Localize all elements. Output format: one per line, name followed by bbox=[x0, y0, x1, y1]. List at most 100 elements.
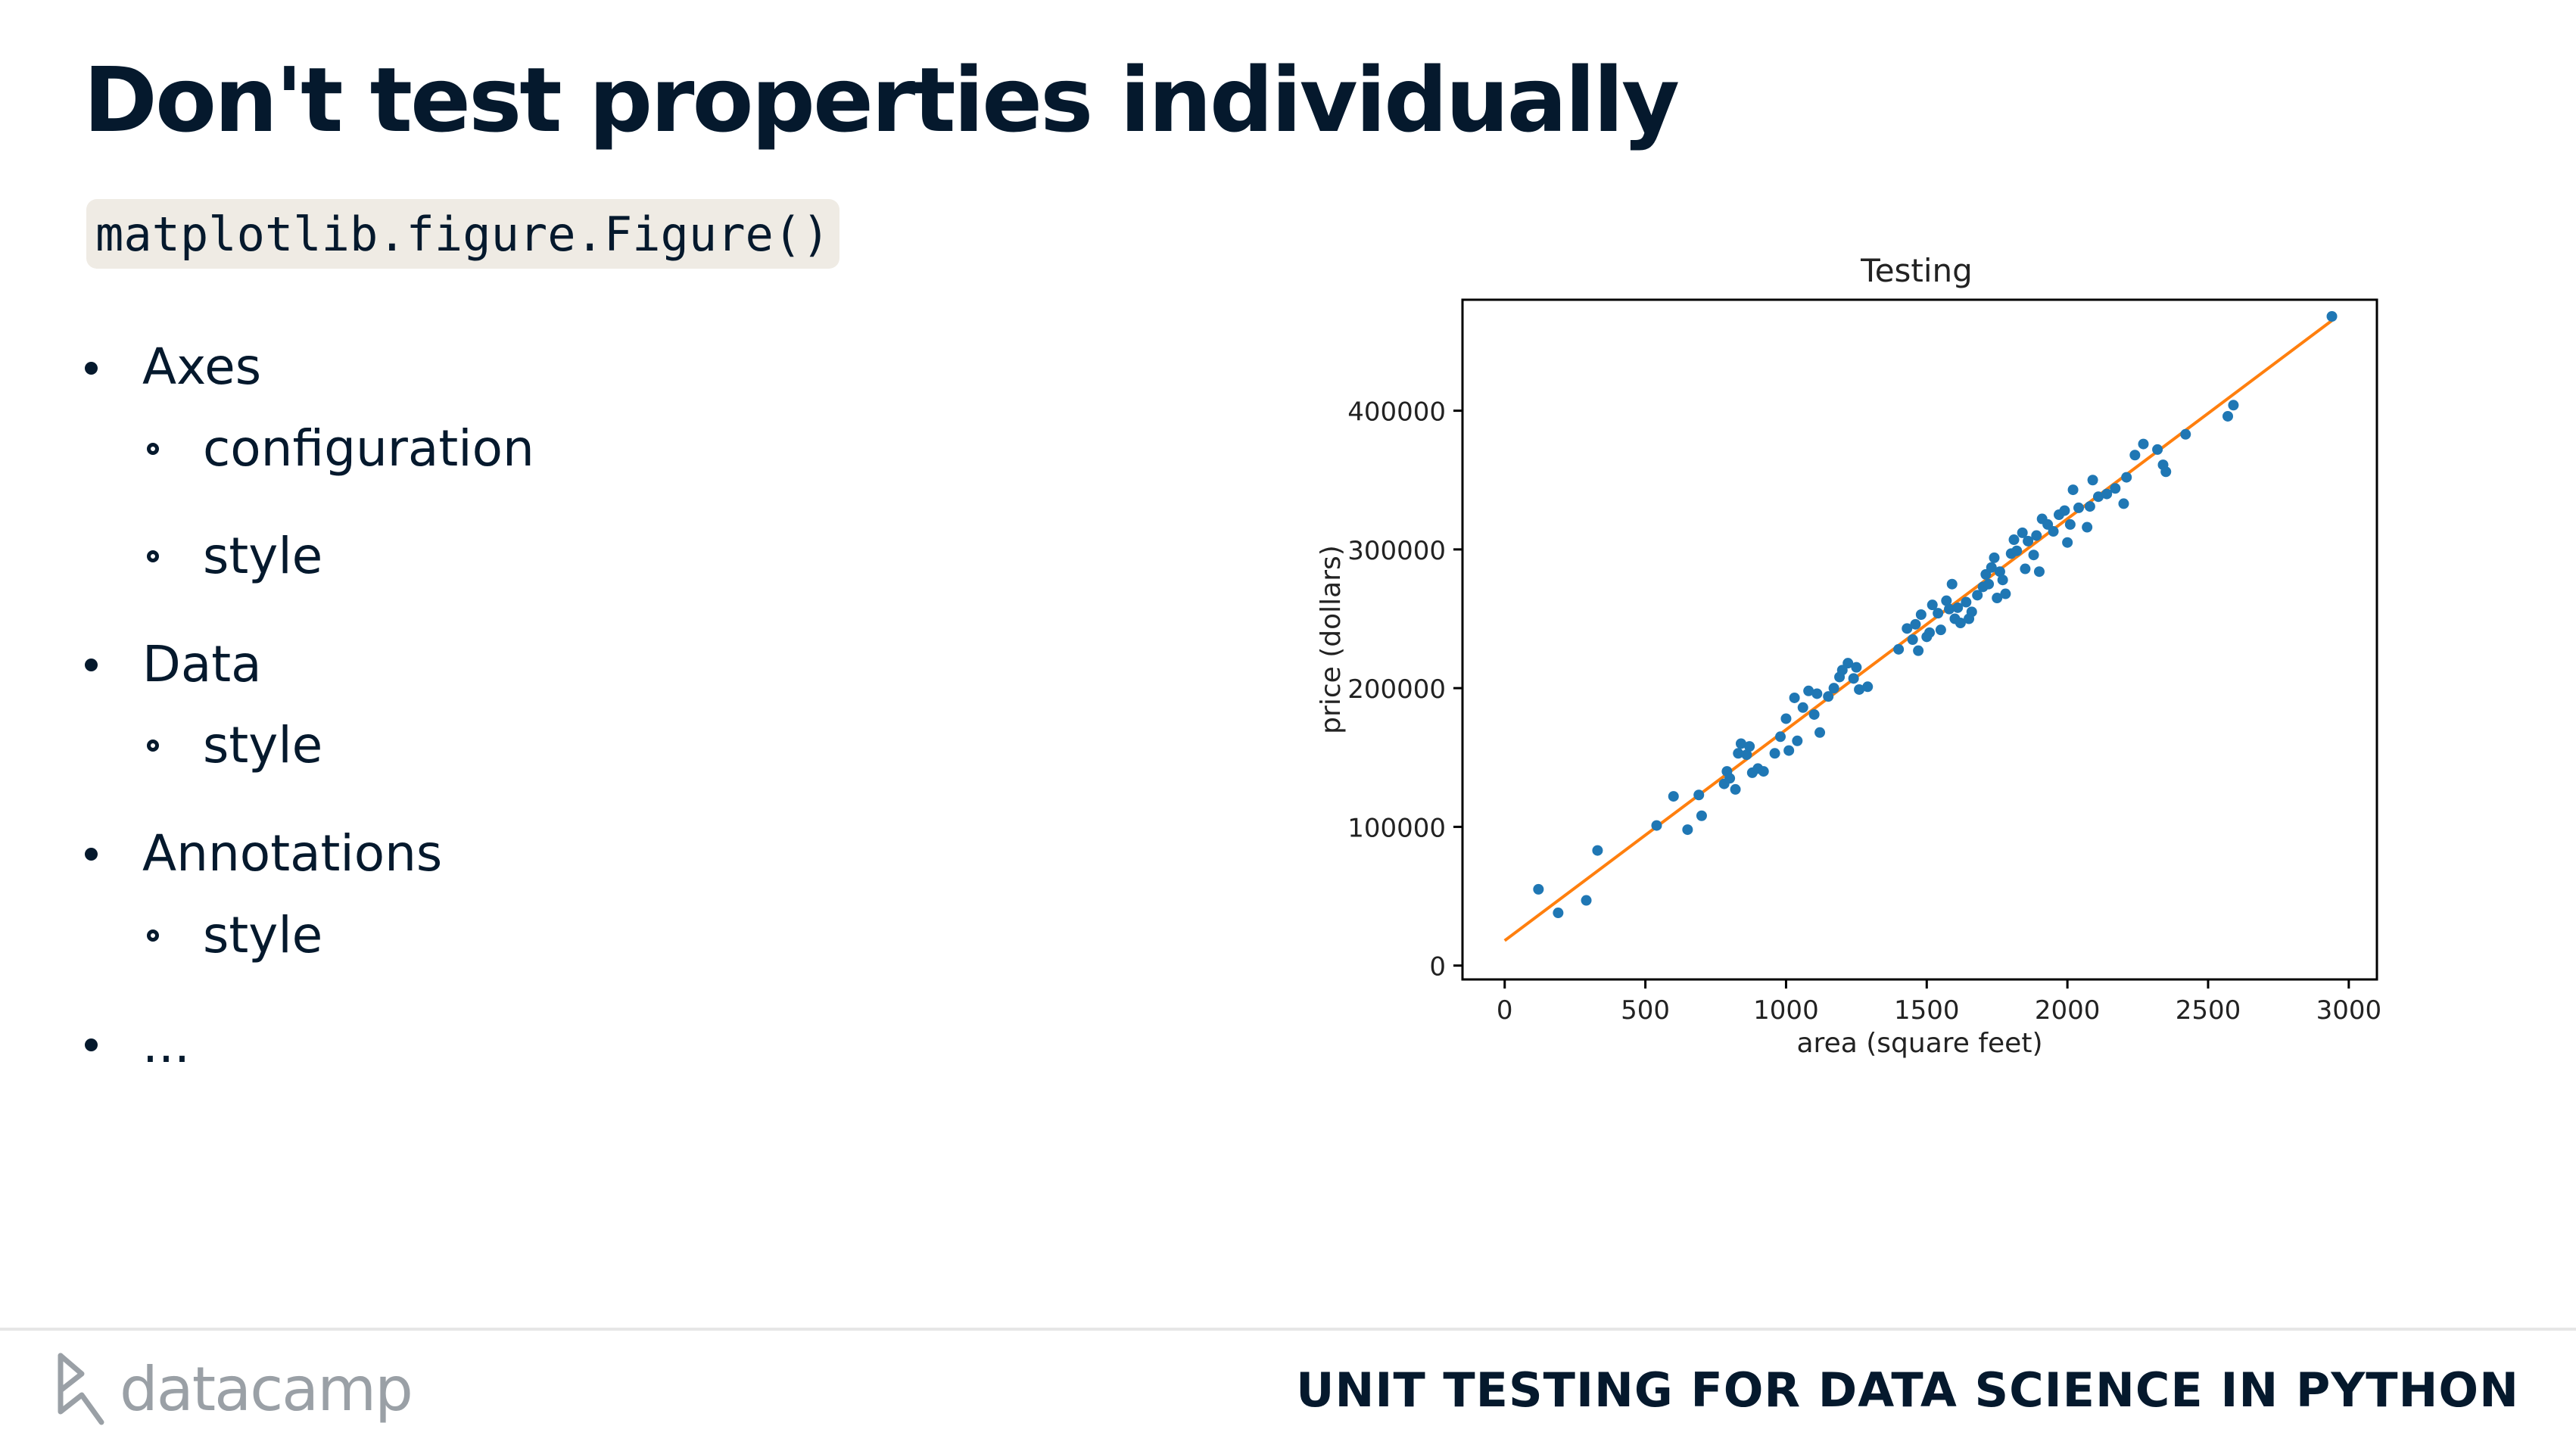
sub-bullet-axes-style: style bbox=[203, 527, 323, 585]
data-point bbox=[1966, 606, 1977, 618]
data-point bbox=[2062, 537, 2073, 548]
data-points bbox=[1533, 310, 2338, 919]
data-point bbox=[1986, 562, 1997, 573]
data-point bbox=[2129, 450, 2141, 461]
data-point bbox=[2326, 310, 2338, 322]
bullet-dot bbox=[85, 1038, 98, 1051]
data-point bbox=[1724, 773, 1736, 784]
sub-bullet-ring bbox=[147, 550, 159, 562]
data-point bbox=[1792, 735, 1803, 746]
data-point bbox=[2059, 505, 2070, 516]
y-tick-label: 100000 bbox=[1347, 813, 1446, 843]
data-point bbox=[1789, 692, 1800, 703]
data-point bbox=[1758, 766, 1769, 777]
data-point bbox=[2067, 484, 2079, 496]
data-point bbox=[1933, 608, 1944, 619]
data-point bbox=[1733, 748, 1744, 759]
x-tick-label: 500 bbox=[1621, 995, 1670, 1026]
data-point bbox=[2084, 501, 2095, 512]
data-point bbox=[2011, 545, 2023, 556]
data-point bbox=[2017, 527, 2028, 538]
data-point bbox=[1533, 883, 1544, 895]
data-point bbox=[1913, 645, 1924, 656]
data-point bbox=[2000, 588, 2011, 599]
data-point bbox=[1989, 552, 2000, 563]
data-point bbox=[1730, 783, 1741, 795]
data-point bbox=[1797, 702, 1808, 713]
y-axis: 0 100000 200000 300000 400000 bbox=[1347, 397, 1462, 982]
datacamp-logo: datacamp bbox=[55, 1347, 413, 1431]
data-point bbox=[1935, 624, 1946, 636]
data-point bbox=[1924, 627, 1936, 638]
data-point bbox=[1902, 623, 1913, 634]
datacamp-logo-text: datacamp bbox=[120, 1353, 413, 1425]
data-point bbox=[2152, 444, 2163, 455]
data-point bbox=[1851, 662, 1862, 673]
data-point bbox=[1811, 688, 1823, 699]
data-point bbox=[1854, 683, 1865, 695]
data-point bbox=[1553, 908, 1564, 919]
data-point bbox=[1997, 574, 2008, 586]
data-point bbox=[2028, 550, 2039, 561]
data-point bbox=[2020, 563, 2031, 574]
data-point bbox=[1814, 727, 1826, 738]
x-tick-label: 2000 bbox=[2035, 995, 2101, 1026]
x-tick-label: 0 bbox=[1497, 995, 1513, 1026]
data-point bbox=[1907, 634, 1918, 645]
sub-bullet-axes-configuration: configuration bbox=[203, 419, 534, 478]
slide-title: Don't test properties individually bbox=[83, 48, 1680, 152]
data-point bbox=[1581, 895, 1592, 906]
data-point bbox=[1955, 618, 1966, 629]
data-point bbox=[2118, 498, 2129, 509]
footer-divider bbox=[0, 1328, 2576, 1331]
data-point bbox=[1893, 643, 1905, 655]
data-point bbox=[1972, 590, 1983, 601]
bullet-annotations: Annotations bbox=[142, 824, 443, 883]
data-point bbox=[2033, 566, 2045, 578]
x-axis-label: area (square feet) bbox=[1797, 1028, 2043, 1059]
bullet-axes: Axes bbox=[142, 338, 262, 396]
bullet-dot bbox=[85, 659, 98, 671]
chart-title: Testing bbox=[1860, 252, 1973, 289]
data-point bbox=[1803, 685, 1814, 696]
bullet-ellipsis: ... bbox=[142, 1016, 190, 1074]
plot-frame bbox=[1461, 298, 2378, 981]
data-point bbox=[2093, 491, 2104, 503]
data-point bbox=[1775, 731, 1786, 743]
bullet-dot bbox=[85, 362, 98, 375]
data-point bbox=[2023, 535, 2034, 546]
sub-bullet-ring bbox=[147, 740, 159, 752]
data-point bbox=[2110, 483, 2121, 494]
data-point bbox=[2087, 475, 2098, 486]
x-tick-label: 2500 bbox=[2176, 995, 2241, 1026]
data-point bbox=[1808, 708, 1820, 720]
data-point bbox=[1848, 673, 1859, 684]
data-point bbox=[2101, 488, 2113, 500]
data-point bbox=[1783, 745, 1795, 756]
data-point bbox=[1693, 789, 1705, 801]
data-point bbox=[1927, 599, 1938, 611]
scatter-chart: Testing 0 100000 200000 300000 400000 0 500 10… bbox=[1316, 252, 2381, 1059]
data-point bbox=[1780, 713, 1792, 724]
data-point bbox=[2180, 428, 2191, 440]
data-point bbox=[1946, 578, 1958, 590]
data-point bbox=[1952, 602, 1964, 613]
x-tick-label: 1500 bbox=[1894, 995, 1960, 1026]
data-point bbox=[1668, 791, 1679, 802]
sub-bullet-data-style: style bbox=[203, 716, 323, 774]
bullet-dot bbox=[85, 848, 98, 861]
x-tick-label: 3000 bbox=[2316, 995, 2382, 1026]
data-point bbox=[1862, 681, 1874, 693]
data-point bbox=[1682, 824, 1693, 836]
data-point bbox=[2048, 526, 2059, 537]
y-tick-label: 300000 bbox=[1347, 536, 1446, 566]
data-point bbox=[1941, 595, 1952, 606]
data-point bbox=[1592, 845, 1603, 856]
data-point bbox=[2064, 518, 2076, 530]
datacamp-logo-icon bbox=[58, 1353, 104, 1425]
data-point bbox=[2008, 534, 2020, 546]
code-snippet: matplotlib.figure.Figure() bbox=[86, 199, 839, 269]
data-point bbox=[1842, 658, 1854, 669]
x-axis: 0 500 1000 1500 2000 2500 3000 bbox=[1497, 979, 2381, 1026]
course-title: UNIT TESTING FOR DATA SCIENCE IN PYTHON bbox=[1296, 1362, 2519, 1418]
